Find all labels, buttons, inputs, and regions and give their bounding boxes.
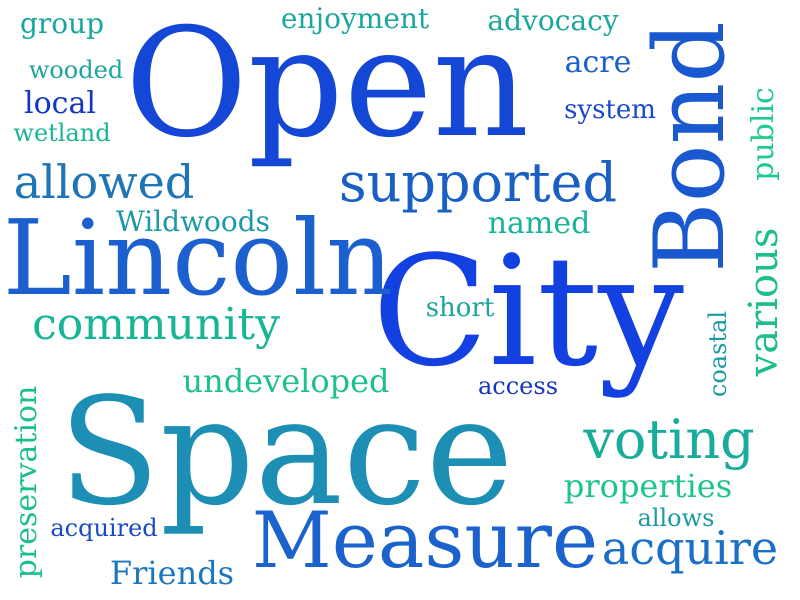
- word-preservation: preservation: [9, 385, 44, 579]
- word-group: group: [19, 7, 105, 40]
- word-space: Space: [58, 366, 514, 538]
- word-bond: Bond: [634, 21, 746, 273]
- word-lincoln: Lincoln: [2, 197, 394, 319]
- word-short: short: [425, 293, 495, 323]
- word-wooded: wooded: [28, 56, 124, 84]
- word-voting: voting: [583, 408, 755, 471]
- word-acquire: acquire: [601, 521, 779, 575]
- word-undeveloped: undeveloped: [182, 362, 390, 400]
- word-friends: Friends: [109, 554, 235, 592]
- word-properties: properties: [563, 467, 733, 505]
- word-system: system: [564, 95, 656, 125]
- word-coastal: coastal: [704, 310, 732, 398]
- word-supported: supported: [338, 151, 618, 214]
- word-open: Open: [124, 0, 530, 171]
- word-allows: allows: [637, 504, 715, 532]
- word-access: access: [477, 372, 559, 400]
- word-enjoyment: enjoyment: [280, 2, 430, 35]
- word-allowed: allowed: [13, 155, 195, 209]
- word-named: named: [487, 206, 591, 241]
- word-wildwoods: Wildwoods: [115, 205, 271, 238]
- word-local: local: [24, 86, 96, 121]
- word-wetland: wetland: [13, 119, 111, 147]
- word-public: public: [746, 87, 781, 181]
- word-advocacy: advocacy: [487, 4, 619, 37]
- word-various: various: [741, 227, 787, 377]
- word-acre: acre: [564, 45, 632, 80]
- word-acquired: acquired: [50, 514, 158, 542]
- word-city: City: [372, 223, 684, 400]
- word-community: community: [32, 299, 280, 350]
- word-measure: Measure: [251, 496, 599, 586]
